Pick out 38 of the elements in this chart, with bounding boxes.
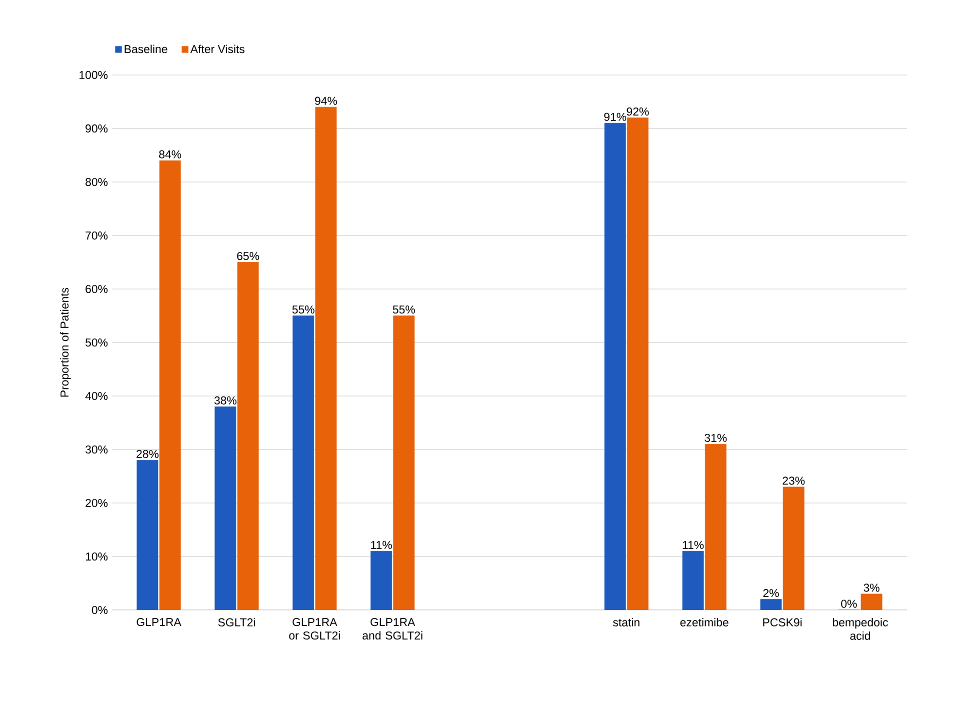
data-label: 55% xyxy=(292,305,314,314)
y-tick-label: 40% xyxy=(85,392,108,400)
x-tick-label: GLP1RA or SGLT2i xyxy=(289,618,340,640)
data-label: 3% xyxy=(864,584,880,592)
data-label: 11% xyxy=(371,540,392,549)
data-label: 84% xyxy=(159,150,182,158)
x-tick-label: SGLT2i xyxy=(218,618,255,626)
x-tick-label: statin xyxy=(613,618,640,626)
data-label: 38% xyxy=(214,396,236,404)
legend-label: Baseline xyxy=(124,44,168,54)
data-label: 11% xyxy=(682,540,704,549)
legend-label: After Visits xyxy=(190,44,244,54)
x-tick-label: bempedoic acid xyxy=(832,618,888,640)
data-label: 91% xyxy=(604,112,626,121)
y-axis-title: Proportion of Patients xyxy=(60,288,71,397)
data-label: 65% xyxy=(237,252,260,260)
y-tick-label: 90% xyxy=(86,124,108,133)
data-label: 23% xyxy=(782,476,805,485)
y-tick-label: 80% xyxy=(86,178,108,186)
y-tick-label: 50% xyxy=(86,338,108,347)
data-label: 94% xyxy=(315,96,338,105)
y-tick-label: 10% xyxy=(86,552,108,561)
data-label: 55% xyxy=(392,305,415,314)
x-tick-label: ezetimibe xyxy=(680,618,728,626)
y-tick-label: 60% xyxy=(86,284,108,294)
y-tick-label: 30% xyxy=(85,445,108,454)
y-tick-label: 20% xyxy=(86,498,108,508)
x-tick-label: GLP1RA xyxy=(136,618,182,626)
x-tick-label: PCSK9i xyxy=(763,618,802,626)
x-tick-label: GLP1RA and SGLT2i xyxy=(362,618,422,640)
y-tick-label: 70% xyxy=(86,231,108,240)
y-tick-label: 0% xyxy=(92,606,108,614)
data-label: 31% xyxy=(704,434,727,442)
data-label: 0% xyxy=(841,600,857,608)
data-label: 28% xyxy=(136,450,159,458)
y-tick-label: 100% xyxy=(80,70,108,80)
data-label: 2% xyxy=(763,589,779,598)
data-label: 92% xyxy=(626,107,649,116)
